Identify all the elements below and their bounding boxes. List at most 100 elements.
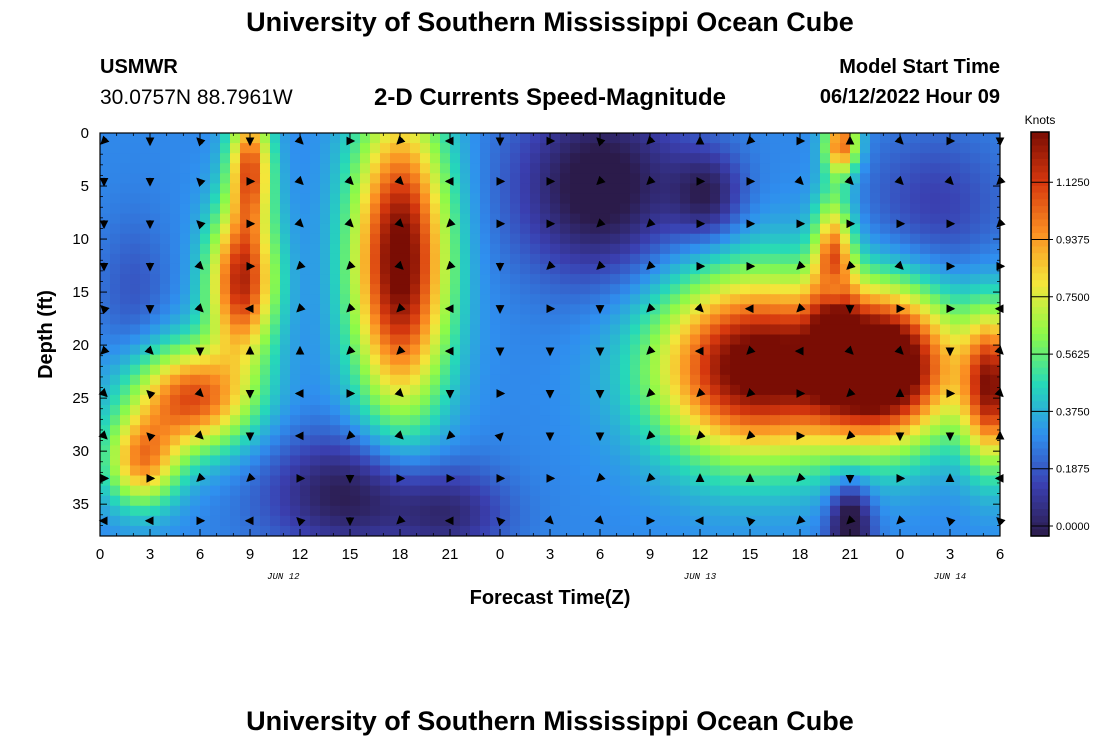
heatmap-cell (540, 143, 551, 154)
heatmap-cell (470, 525, 481, 536)
heatmap-cell (250, 415, 261, 426)
heatmap-cell (780, 344, 791, 356)
heatmap-cell (970, 233, 981, 245)
heatmap-cell (170, 405, 181, 416)
heatmap-cell (820, 505, 831, 517)
heatmap-cell (760, 173, 771, 184)
heatmap-cell (570, 525, 581, 536)
heatmap-cell (910, 425, 921, 436)
heatmap-cell (190, 183, 201, 195)
heatmap-cell (630, 294, 641, 305)
heatmap-cell (200, 233, 211, 245)
heatmap-cell (490, 173, 501, 184)
heatmap-cell (980, 314, 991, 326)
heatmap-cell (760, 253, 771, 265)
heatmap-cell (350, 435, 361, 446)
heatmap-cell (820, 133, 831, 144)
heatmap-cell (520, 435, 531, 446)
heatmap-cell (990, 485, 1000, 497)
heatmap-cell (370, 183, 381, 195)
heatmap-cell (640, 243, 651, 255)
heatmap-cell (550, 223, 561, 235)
heatmap-cell (570, 304, 581, 315)
heatmap-cell (890, 183, 901, 195)
current-vector-arrow (196, 472, 206, 483)
heatmap-cell (260, 253, 271, 265)
heatmap-cell (410, 133, 421, 144)
heatmap-cell (390, 405, 401, 416)
heatmap-cell (510, 143, 521, 154)
heatmap-cell (200, 263, 211, 275)
heatmap-cell (180, 435, 191, 446)
heatmap-cell (200, 344, 211, 356)
heatmap-cell (280, 485, 291, 497)
heatmap-cell (880, 263, 891, 275)
heatmap-cell (870, 334, 881, 346)
heatmap-cell (290, 425, 301, 436)
heatmap-cell (330, 324, 341, 336)
heatmap-cell (360, 203, 371, 215)
heatmap-cell (460, 324, 471, 336)
heatmap-cell (510, 223, 521, 235)
heatmap-cell (540, 253, 551, 265)
heatmap-cell (880, 233, 891, 245)
heatmap-cell (810, 304, 821, 315)
heatmap-cell (430, 274, 441, 285)
heatmap-cell (270, 525, 281, 536)
heatmap-cell (120, 133, 131, 144)
heatmap-cell (200, 394, 211, 406)
heatmap-cell (320, 153, 331, 164)
heatmap-cell (670, 233, 681, 245)
heatmap-cell (150, 415, 161, 426)
heatmap-cell (180, 314, 191, 326)
heatmap-cell (980, 455, 991, 467)
heatmap-cell (870, 445, 881, 456)
heatmap-cell (400, 203, 411, 215)
heatmap-cell (920, 253, 931, 265)
heatmap-cell (860, 334, 871, 346)
heatmap-cell (750, 334, 761, 346)
heatmap-cell (650, 274, 661, 285)
heatmap-cell (680, 344, 691, 356)
heatmap-cell (940, 374, 951, 386)
heatmap-cell (910, 344, 921, 356)
heatmap-cell (600, 515, 611, 527)
heatmap-cell (680, 263, 691, 275)
heatmap-cell (700, 515, 711, 527)
heatmap-cell (750, 364, 761, 376)
heatmap-cell (730, 435, 741, 446)
heatmap-cell (740, 475, 751, 487)
heatmap-cell (480, 274, 491, 285)
heatmap-cell (710, 334, 721, 346)
heatmap-cell (470, 223, 481, 235)
heatmap-cell (940, 223, 951, 235)
heatmap-cell (880, 284, 891, 295)
heatmap-cell (170, 163, 181, 174)
heatmap-cell (310, 525, 321, 536)
heatmap-cell (130, 314, 141, 326)
heatmap-cell (680, 384, 691, 396)
heatmap-cell (680, 294, 691, 305)
heatmap-cell (880, 314, 891, 326)
heatmap-cell (910, 193, 921, 205)
current-vector-arrow (846, 387, 856, 398)
heatmap-cell (200, 143, 211, 154)
heatmap-cell (930, 253, 941, 265)
heatmap-cell (250, 405, 261, 416)
colorbar-segment (1031, 381, 1049, 389)
heatmap-cell (310, 405, 321, 416)
heatmap-cell (430, 334, 441, 346)
heatmap-cell (910, 253, 921, 265)
heatmap-cell (390, 485, 401, 497)
heatmap-cell (920, 344, 931, 356)
heatmap-cell (510, 263, 521, 275)
heatmap-cell (790, 173, 801, 184)
heatmap-cell (880, 213, 891, 225)
heatmap-cell (300, 425, 311, 436)
heatmap-cell (830, 193, 841, 205)
heatmap-cell (700, 405, 711, 416)
heatmap-cell (370, 193, 381, 205)
heatmap-cell (910, 153, 921, 164)
heatmap-cell (990, 183, 1000, 195)
